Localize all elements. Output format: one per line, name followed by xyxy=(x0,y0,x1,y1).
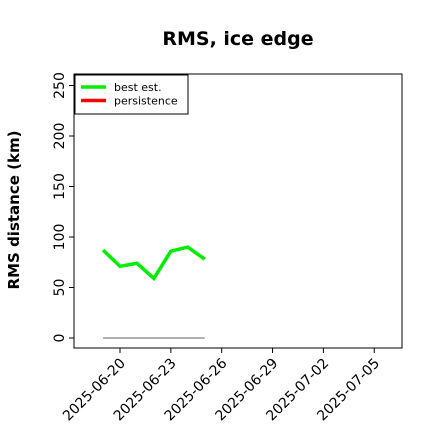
y-tick-label: 0 xyxy=(52,334,68,343)
y-tick-label: 250 xyxy=(52,72,68,99)
legend: best est.persistence xyxy=(74,74,189,115)
y-axis: 0 50 100 150 200 250 xyxy=(52,72,74,342)
legend-box xyxy=(74,74,189,115)
series-layer xyxy=(101,245,206,339)
series-line-best-est xyxy=(101,245,206,282)
legend-label-best-est: best est. xyxy=(114,81,162,94)
y-tick-label: 200 xyxy=(52,123,68,150)
plot-frame xyxy=(73,73,403,349)
x-axis: 2025-06-202025-06-232025-06-262025-06-29… xyxy=(60,348,383,424)
y-axis-label: RMS distance (km) xyxy=(5,131,23,290)
legend-label-persistence: persistence xyxy=(114,95,178,108)
y-tick-label: 100 xyxy=(52,224,68,251)
y-tick-label: 50 xyxy=(52,279,68,297)
chart-title: RMS, ice edge xyxy=(162,28,313,50)
y-tick-label: 150 xyxy=(52,173,68,200)
